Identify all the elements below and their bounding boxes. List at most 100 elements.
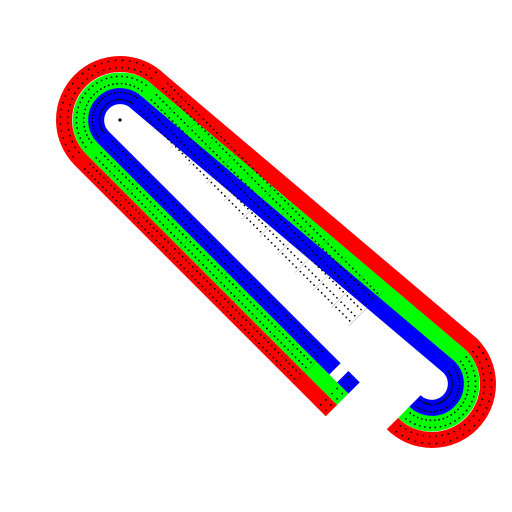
peg-hole[interactable] (106, 167, 108, 169)
peg-hole[interactable] (221, 295, 223, 297)
peg-hole[interactable] (244, 329, 246, 331)
peg-hole[interactable] (98, 182, 100, 184)
peg-hole[interactable] (326, 287, 328, 289)
peg-hole[interactable] (114, 188, 116, 190)
peg-hole[interactable] (286, 315, 288, 317)
peg-hole[interactable] (101, 128, 103, 130)
peg-hole[interactable] (334, 272, 336, 274)
peg-hole[interactable] (248, 164, 250, 166)
peg-hole[interactable] (290, 319, 292, 321)
peg-hole[interactable] (430, 411, 432, 413)
peg-hole[interactable] (148, 232, 150, 234)
peg-hole[interactable] (256, 330, 258, 332)
peg-hole[interactable] (103, 132, 105, 134)
peg-hole[interactable] (361, 287, 363, 289)
peg-hole[interactable] (237, 175, 239, 177)
peg-hole[interactable] (446, 416, 448, 418)
peg-hole[interactable] (159, 243, 161, 245)
peg-hole[interactable] (479, 404, 481, 406)
peg-hole[interactable] (197, 123, 199, 125)
peg-hole[interactable] (93, 127, 95, 129)
peg-hole[interactable] (235, 206, 237, 208)
peg-hole[interactable] (137, 88, 139, 90)
peg-hole[interactable] (473, 396, 475, 398)
peg-hole[interactable] (184, 122, 186, 124)
peg-hole[interactable] (350, 311, 352, 313)
peg-hole[interactable] (167, 219, 169, 221)
peg-hole[interactable] (155, 71, 157, 73)
peg-hole[interactable] (69, 104, 71, 106)
peg-hole[interactable] (193, 154, 195, 156)
peg-hole[interactable] (419, 425, 421, 427)
peg-hole[interactable] (134, 196, 136, 198)
peg-hole[interactable] (71, 98, 73, 100)
peg-hole[interactable] (246, 298, 248, 300)
peg-hole[interactable] (455, 397, 457, 399)
peg-hole[interactable] (162, 88, 164, 90)
peg-hole[interactable] (110, 101, 112, 103)
peg-hole[interactable] (342, 313, 344, 315)
peg-hole[interactable] (162, 246, 164, 248)
peg-hole[interactable] (161, 190, 163, 192)
peg-hole[interactable] (363, 279, 365, 281)
peg-hole[interactable] (129, 84, 131, 86)
peg-hole[interactable] (234, 172, 236, 174)
peg-hole[interactable] (483, 380, 485, 382)
peg-hole[interactable] (193, 164, 195, 166)
peg-hole[interactable] (420, 408, 422, 410)
peg-hole[interactable] (250, 279, 252, 281)
peg-hole[interactable] (277, 339, 279, 341)
peg-hole[interactable] (261, 290, 263, 292)
peg-hole[interactable] (104, 86, 106, 88)
peg-hole[interactable] (99, 160, 101, 162)
peg-hole[interactable] (256, 295, 258, 297)
peg-hole[interactable] (126, 211, 128, 213)
peg-hole[interactable] (296, 348, 298, 350)
peg-hole[interactable] (148, 109, 150, 111)
peg-hole[interactable] (99, 123, 101, 125)
peg-hole[interactable] (101, 80, 103, 82)
peg-hole[interactable] (164, 238, 166, 240)
peg-hole[interactable] (462, 364, 464, 366)
peg-hole[interactable] (471, 365, 473, 367)
peg-hole[interactable] (424, 426, 426, 428)
peg-hole[interactable] (222, 170, 224, 172)
peg-hole[interactable] (82, 97, 84, 99)
peg-hole[interactable] (111, 162, 113, 164)
peg-hole[interactable] (457, 409, 459, 411)
peg-hole[interactable] (119, 147, 121, 149)
peg-hole[interactable] (72, 156, 74, 158)
peg-hole[interactable] (67, 123, 69, 125)
peg-hole[interactable] (146, 117, 148, 119)
peg-hole[interactable] (123, 185, 125, 187)
peg-hole[interactable] (248, 186, 250, 188)
peg-hole[interactable] (300, 271, 302, 273)
peg-hole[interactable] (141, 81, 143, 83)
peg-hole[interactable] (274, 190, 276, 192)
peg-hole[interactable] (453, 366, 455, 368)
peg-hole[interactable] (113, 152, 115, 154)
peg-hole[interactable] (193, 244, 195, 246)
peg-hole[interactable] (187, 271, 189, 273)
peg-hole[interactable] (165, 194, 167, 196)
peg-hole[interactable] (276, 237, 278, 239)
peg-hole[interactable] (263, 201, 265, 203)
peg-hole[interactable] (488, 400, 490, 402)
peg-hole[interactable] (159, 97, 161, 99)
peg-hole[interactable] (175, 101, 177, 103)
peg-hole[interactable] (309, 348, 311, 350)
peg-hole[interactable] (254, 180, 256, 182)
peg-hole[interactable] (224, 298, 226, 300)
peg-hole[interactable] (253, 292, 255, 294)
peg-hole[interactable] (94, 130, 96, 132)
peg-hole[interactable] (475, 380, 477, 382)
peg-hole[interactable] (313, 352, 315, 354)
peg-hole[interactable] (450, 440, 452, 442)
peg-hole[interactable] (309, 225, 311, 227)
peg-hole[interactable] (283, 368, 285, 370)
peg-hole[interactable] (251, 190, 253, 192)
peg-hole[interactable] (232, 306, 234, 308)
peg-hole[interactable] (454, 420, 456, 422)
peg-hole[interactable] (284, 222, 286, 224)
peg-hole[interactable] (126, 76, 128, 78)
